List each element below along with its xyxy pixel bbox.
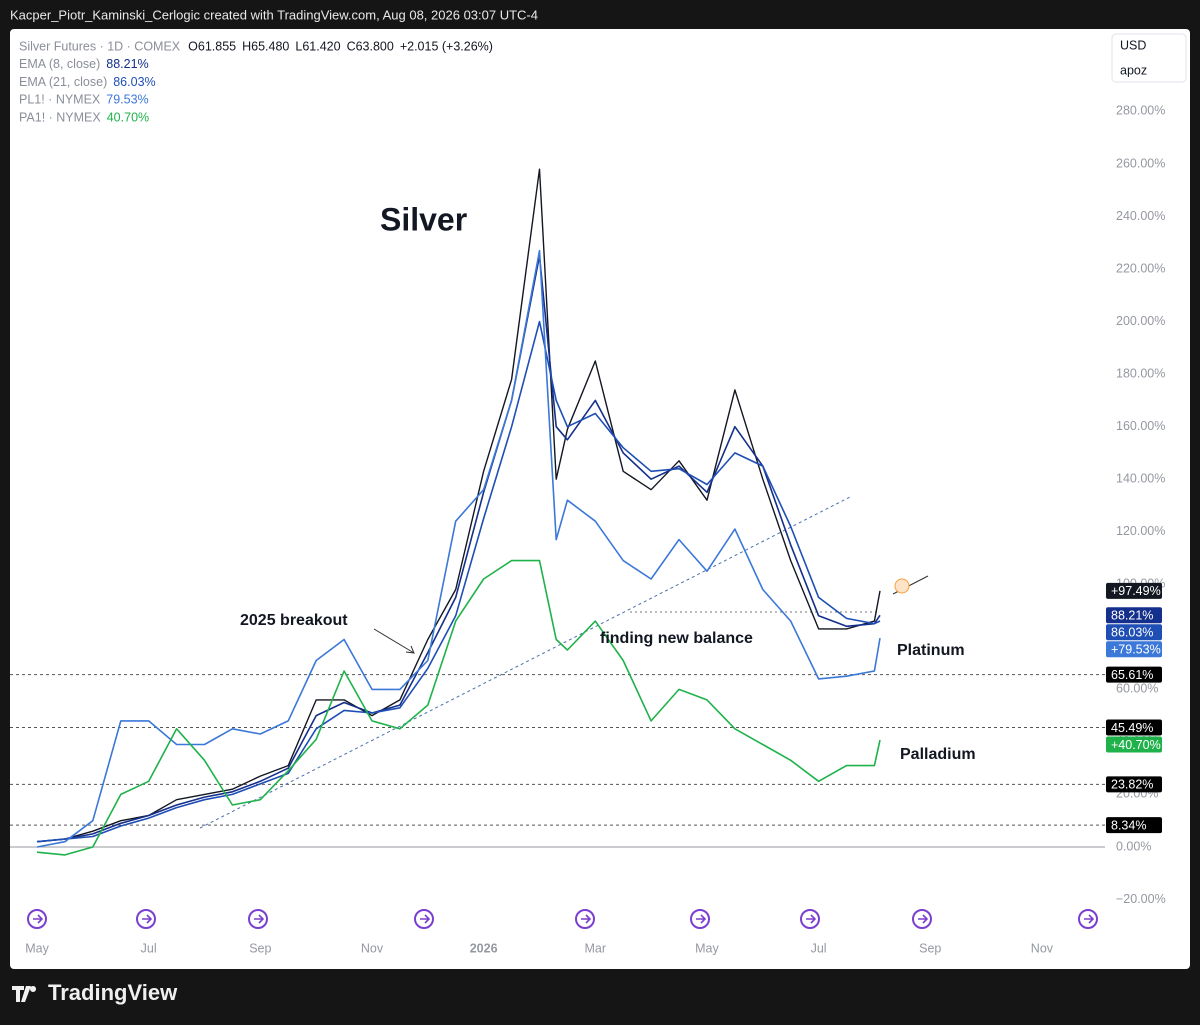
brand: TradingView (48, 980, 178, 1005)
scale-mode[interactable]: apoz (1120, 63, 1147, 77)
ohlc-label: C63.800 (347, 39, 394, 53)
y-tick-label: 120.00% (1116, 524, 1165, 538)
annotation: Platinum (897, 642, 965, 659)
legend-value: 88.21% (106, 57, 148, 71)
x-tick-label: Sep (249, 941, 271, 955)
legend-value: 79.53% (106, 93, 148, 107)
legend-name: PA1! · NYMEX (19, 110, 101, 124)
event-icon (912, 909, 932, 929)
x-tick-label: Mar (585, 941, 607, 955)
y-tick-label: 200.00% (1116, 314, 1165, 328)
event-icon-arrow (142, 914, 153, 924)
series-line (36, 320, 881, 843)
price-tag (1106, 607, 1162, 624)
trend-line (199, 496, 851, 829)
annotation: 2025 breakout (240, 612, 348, 629)
logo (12, 986, 37, 1002)
event-icon (27, 909, 47, 929)
legend-name: EMA (8, close) (19, 57, 100, 71)
price-tag-label: 45.49% (1111, 721, 1153, 735)
x-tick-label: May (25, 941, 49, 955)
event-icon-arrow (806, 914, 817, 924)
annotation: Silver (380, 201, 467, 237)
price-tag-label: 88.21% (1111, 609, 1153, 623)
event-icon (690, 909, 710, 929)
y-tick-label: 220.00% (1116, 261, 1165, 275)
series-line (36, 168, 881, 843)
y-tick-label: 0.00% (1116, 839, 1151, 853)
x-tick-label: Jul (141, 941, 157, 955)
annotation: finding new balance (600, 630, 753, 647)
legend-name: EMA (21, close) (19, 75, 107, 89)
ohlc-label: +2.015 (+3.26%) (400, 39, 493, 53)
legend-name: Silver Futures · 1D · COMEX (19, 39, 181, 53)
price-tag (1106, 817, 1162, 834)
x-tick-label: Sep (919, 941, 941, 955)
event-icon-arrow (581, 914, 592, 924)
header: Kacper_Piotr_Kaminski_Cerlogic created w… (10, 7, 538, 22)
event-icon (414, 909, 434, 929)
price-tag-label: 65.61% (1111, 668, 1153, 682)
x-tick-label: May (695, 941, 719, 955)
event-icon (136, 909, 156, 929)
price-tag (1106, 776, 1162, 793)
x-tick-label: 2026 (470, 941, 498, 955)
event-icon-arrow (696, 914, 707, 924)
price-tag (1106, 641, 1162, 658)
series-line (36, 559, 881, 856)
y-tick-label: 240.00% (1116, 209, 1165, 223)
y-tick-label: 280.00% (1116, 104, 1165, 118)
annotation: Palladium (900, 746, 976, 763)
legend-name: PL1! · NYMEX (19, 93, 101, 107)
price-tag-label: +79.53% (1111, 643, 1161, 657)
price-tag-label: +40.70% (1111, 738, 1161, 752)
series-line (36, 255, 881, 843)
price-tag-label: 23.82% (1111, 778, 1153, 792)
price-tag-label: 86.03% (1111, 626, 1153, 640)
price-tag (1106, 582, 1162, 599)
event-icon-arrow (420, 914, 431, 924)
legend-value: 86.03% (113, 75, 155, 89)
ohlc-label: L61.420 (295, 39, 340, 53)
x-tick-label: Nov (361, 941, 384, 955)
price-tag (1106, 624, 1162, 641)
price-tag-label: +97.49% (1111, 584, 1161, 598)
dividend-marker (894, 578, 910, 594)
series-line (36, 249, 881, 848)
event-icon (1078, 909, 1098, 929)
event-icon-arrow (33, 914, 44, 924)
x-tick-label: Jul (811, 941, 827, 955)
ohlc-label: O61.855 (188, 39, 236, 53)
scale-box[interactable] (1111, 33, 1187, 83)
annotation-arrow (373, 628, 415, 654)
event-icon (575, 909, 595, 929)
y-tick-label: 160.00% (1116, 419, 1165, 433)
currency[interactable]: USD (1120, 38, 1146, 52)
legend-value: 40.70% (107, 110, 149, 124)
event-icon (800, 909, 820, 929)
y-tick-label: 180.00% (1116, 366, 1165, 380)
x-tick-label: Nov (1031, 941, 1054, 955)
price-tag (1106, 719, 1162, 736)
plot: −20.00%0.00%20.00%40.00%60.00%80.00%100.… (10, 39, 1166, 955)
event-icon-arrow (918, 914, 929, 924)
y-tick-label: 260.00% (1116, 156, 1165, 170)
y-tick-label: −20.00% (1116, 892, 1166, 906)
y-tick-label: 140.00% (1116, 472, 1165, 486)
price-tag-label: 8.34% (1111, 818, 1146, 832)
y-tick-label: 60.00% (1116, 682, 1158, 696)
ohlc-label: H65.480 (242, 39, 289, 53)
event-icon-arrow (1084, 914, 1095, 924)
event-icon (248, 909, 268, 929)
event-icon-arrow (254, 914, 265, 924)
chart-panel (10, 29, 1190, 969)
price-tag (1106, 736, 1162, 753)
price-tag (1106, 666, 1162, 683)
